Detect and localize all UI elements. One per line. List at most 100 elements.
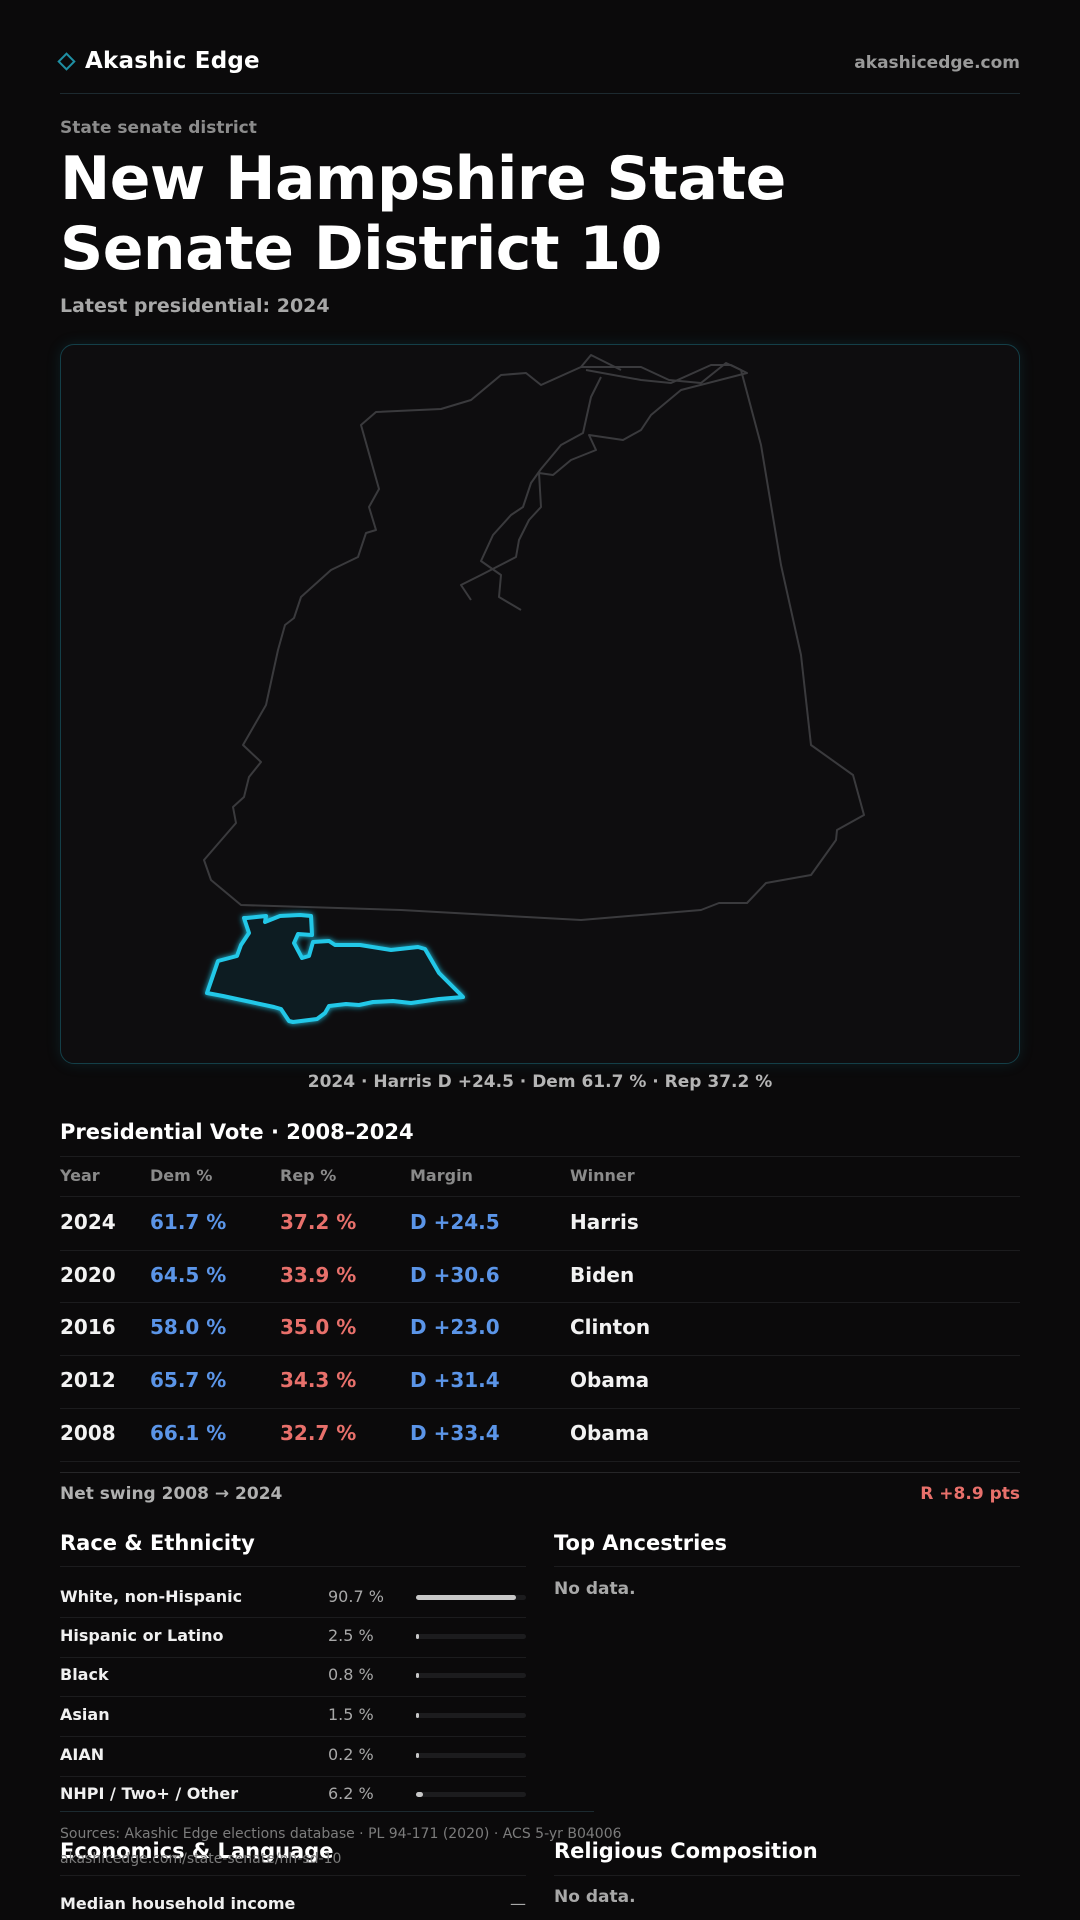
sources-text: Sources: Akashic Edge elections database… (60, 1826, 622, 1842)
ancestries-empty: No data. (554, 1579, 636, 1599)
col-header-rep: Rep % (280, 1166, 337, 1185)
cell-margin: D +33.4 (410, 1421, 500, 1445)
cell-dem: 65.7 % (150, 1368, 227, 1392)
religion-empty: No data. (554, 1887, 636, 1907)
race-row-divider (60, 1657, 526, 1658)
cell-year: 2012 (60, 1368, 116, 1392)
table-row-divider (60, 1250, 1020, 1251)
race-bar (416, 1595, 526, 1600)
race-pct: 2.5 % (328, 1626, 374, 1645)
cell-margin: D +23.0 (410, 1315, 500, 1339)
table-row-divider (60, 1196, 1020, 1197)
cell-winner: Obama (570, 1421, 650, 1445)
page-url-link[interactable]: akashicedge.com/state-senate/nh-sd-10 (60, 1851, 342, 1867)
site-domain-link[interactable]: akashicedge.com (854, 53, 1020, 73)
page-eyebrow: State senate district (60, 118, 257, 138)
cell-rep: 34.3 % (280, 1368, 357, 1392)
col-header-year: Year (60, 1166, 100, 1185)
race-bar-fill (416, 1753, 419, 1758)
cell-winner: Harris (570, 1210, 639, 1234)
race-pct: 90.7 % (328, 1587, 384, 1606)
brand-name: Akashic Edge (85, 48, 260, 74)
state-boundary (203, 354, 865, 921)
cell-dem: 66.1 % (150, 1421, 227, 1445)
cell-rep: 33.9 % (280, 1263, 357, 1287)
cell-winner: Clinton (570, 1315, 651, 1339)
cell-margin: D +24.5 (410, 1210, 500, 1234)
table-row-divider (60, 1408, 1020, 1409)
race-pct: 0.8 % (328, 1665, 374, 1684)
race-label: White, non-Hispanic (60, 1587, 243, 1606)
presidential-section-title: Presidential Vote · 2008–2024 (60, 1120, 414, 1144)
sources-divider (60, 1811, 594, 1812)
cell-year: 2016 (60, 1315, 116, 1339)
race-bar (416, 1753, 526, 1758)
state-outline-overlay (460, 364, 748, 601)
race-bar (416, 1634, 526, 1639)
race-bar (416, 1792, 526, 1797)
race-pct: 0.2 % (328, 1745, 374, 1764)
col-header-margin: Margin (410, 1166, 473, 1185)
cell-year: 2008 (60, 1421, 116, 1445)
district-overlay (205, 913, 465, 1024)
cell-rep: 35.0 % (280, 1315, 357, 1339)
race-row-divider (60, 1776, 526, 1777)
race-row-divider (60, 1617, 526, 1618)
col-header-dem: Dem % (150, 1166, 213, 1185)
cell-dem: 64.5 % (150, 1263, 227, 1287)
table-row-divider (60, 1355, 1020, 1356)
race-pct: 1.5 % (328, 1705, 374, 1724)
brand-logo[interactable]: Akashic Edge (57, 48, 260, 74)
race-label: AIAN (60, 1745, 105, 1764)
diamond-icon (57, 51, 76, 71)
state-outline-map (203, 354, 865, 921)
economics-title-divider (60, 1875, 526, 1876)
race-label: NHPI / Two+ / Other (60, 1784, 239, 1803)
race-bar-fill (416, 1792, 423, 1797)
race-label: Black (60, 1665, 109, 1684)
religion-title-divider (554, 1875, 1020, 1876)
race-bar (416, 1713, 526, 1718)
cell-winner: Obama (570, 1368, 650, 1392)
cell-dem: 61.7 % (150, 1210, 227, 1234)
race-row-divider (60, 1736, 526, 1737)
cell-margin: D +31.4 (410, 1368, 500, 1392)
col-header-winner: Winner (570, 1166, 635, 1185)
district-map[interactable] (60, 344, 1020, 1064)
religion-section-title: Religious Composition (554, 1839, 818, 1863)
cell-year: 2024 (60, 1210, 116, 1234)
median-income-label: Median household income (60, 1894, 296, 1913)
net-swing-value: R +8.9 pts (920, 1484, 1020, 1504)
table-header-divider (60, 1156, 1020, 1157)
table-row-divider (60, 1461, 1020, 1462)
header-divider (60, 93, 1020, 94)
page-subtitle: Latest presidential: 2024 (60, 295, 330, 317)
economics-section-title: Economics & Language (60, 1839, 334, 1863)
race-label: Hispanic or Latino (60, 1626, 224, 1645)
race-bar-fill (416, 1713, 419, 1718)
district-10-shape[interactable] (205, 913, 465, 1024)
median-income-value: — (510, 1894, 526, 1913)
cell-rep: 32.7 % (280, 1421, 357, 1445)
race-bar (416, 1673, 526, 1678)
cell-rep: 37.2 % (280, 1210, 357, 1234)
ancestries-title-divider (554, 1566, 1020, 1567)
table-bottom-divider (60, 1472, 1020, 1473)
map-caption: 2024 · Harris D +24.5 · Dem 61.7 % · Rep… (307, 1072, 773, 1092)
state-boundary-upper (480, 376, 602, 611)
race-bar-fill (416, 1595, 516, 1600)
race-bar-fill (416, 1673, 419, 1678)
race-bar-fill (416, 1634, 419, 1639)
cell-winner: Biden (570, 1263, 635, 1287)
page-title: New Hampshire State Senate District 10 (60, 144, 786, 284)
cell-dem: 58.0 % (150, 1315, 227, 1339)
ancestries-section-title: Top Ancestries (554, 1531, 728, 1555)
race-section-title: Race & Ethnicity (60, 1531, 255, 1555)
cell-margin: D +30.6 (410, 1263, 500, 1287)
net-swing-label: Net swing 2008 → 2024 (60, 1484, 283, 1504)
cell-year: 2020 (60, 1263, 116, 1287)
table-row-divider (60, 1302, 1020, 1303)
race-title-divider (60, 1566, 526, 1567)
race-label: Asian (60, 1705, 110, 1724)
race-pct: 6.2 % (328, 1784, 374, 1803)
